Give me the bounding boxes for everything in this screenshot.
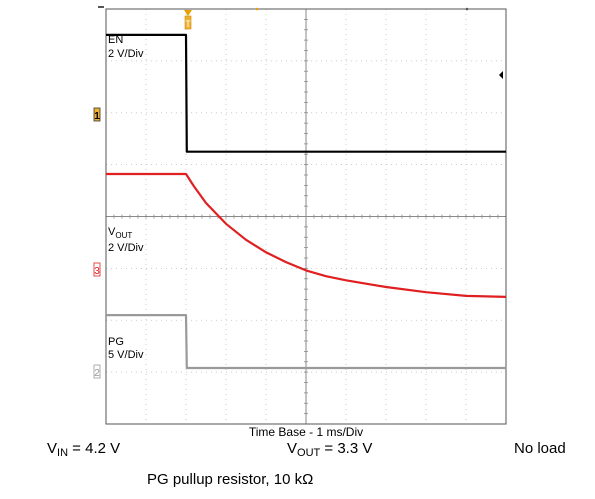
trace-pg [106,314,506,370]
channel-1-marker-label: 1 [94,111,100,122]
top-edge-mark [98,6,104,8]
x-axis-label: Time Base - 1 ms/Div [249,425,363,439]
scope-grid [105,8,507,425]
screen-border [105,8,507,425]
channel-2-marker: 2 [93,364,101,379]
vin-caption: VIN = 4.2 V [47,440,121,459]
trace-vout [106,172,507,298]
en-label: EN [108,34,123,46]
pg-label: PG [108,336,124,348]
pullup-caption: PG pullup resistor, 10 kΩ [147,471,314,488]
channel-2-marker-label: 2 [94,368,100,379]
top-edge-mark [465,7,469,11]
trigger-level-arrow-icon [499,71,503,79]
channel-3-marker: 3 [93,262,101,277]
vout-scale-label: 2 V/Div [108,242,144,254]
channel-1-marker: 1 [93,107,101,122]
scope-traces [106,33,507,370]
en-scale-label: 2 V/Div [108,48,144,60]
vout-caption: VOUT = 3.3 V [287,440,373,459]
load-caption: No load [514,440,566,457]
trigger-marker: T [184,10,192,30]
oscilloscope-screen: T 1 3 2 EN 2 V/Div VOUT 2 V/Div PG 5 V/D… [93,6,507,439]
trigger-marker-label: T [185,19,191,29]
trace-en [106,33,506,153]
vout-label: VOUT [108,226,132,240]
top-edge-mark [255,7,259,11]
pg-scale-label: 5 V/Div [108,349,144,361]
channel-3-marker-label: 3 [94,266,100,277]
